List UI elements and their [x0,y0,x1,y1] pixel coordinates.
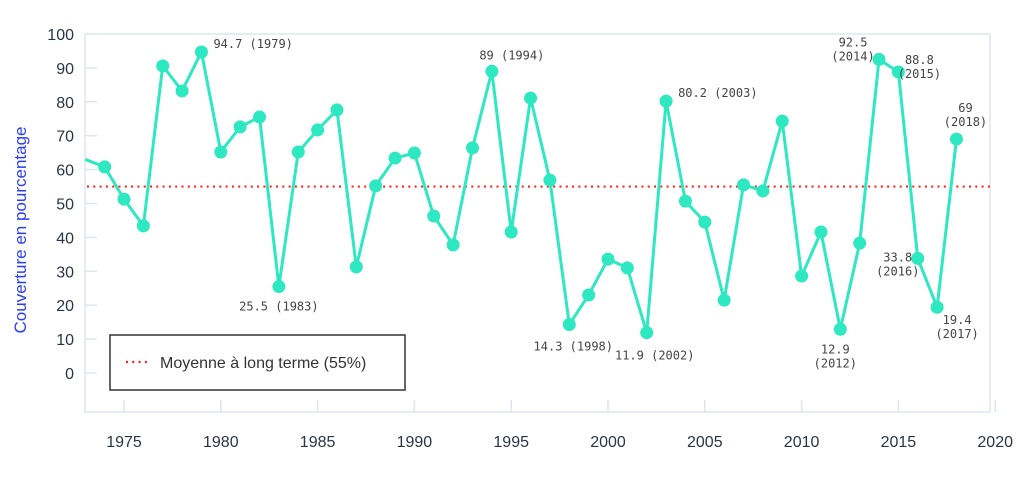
data-point [427,209,441,223]
x-tick-label: 2000 [590,434,626,451]
x-tick-label: 1990 [397,434,433,451]
data-point [775,114,789,128]
x-tick-label: 1985 [300,434,336,451]
data-point [717,293,731,307]
y-tick-label: 50 [56,197,74,214]
data-point [194,45,208,59]
data-point [737,178,751,192]
data-point [872,52,886,66]
data-point [233,120,247,134]
x-tick-label: 2020 [977,434,1013,451]
data-label: 80.2 (2003) [678,86,757,100]
data-label: 14.3 (1998) [534,340,613,354]
data-point [524,91,538,105]
data-point [136,219,150,233]
data-label: 11.9 (2002) [615,349,694,363]
data-point [349,260,363,274]
data-point [485,64,499,78]
data-point [678,194,692,208]
data-point [582,288,596,302]
y-axis-label: Couverture en pourcentage [11,127,30,334]
y-tick-label: 10 [56,332,74,349]
data-point [117,192,131,206]
y-tick-label: 80 [56,95,74,112]
data-point [311,123,325,137]
data-label: 33.8 [883,250,912,264]
data-label-year: (2016) [876,264,919,278]
data-label: 25.5 (1983) [239,300,318,314]
plot-frame [84,33,991,413]
data-point [562,318,576,332]
data-point [601,252,615,266]
data-point [833,322,847,336]
data-point [388,151,402,165]
data-point [640,326,654,340]
x-tick-label: 2015 [881,434,917,451]
data-point [446,238,460,252]
legend-label: Moyenne à long terme (55%) [160,355,366,372]
data-point [98,160,112,174]
y-tick-label: 90 [56,61,74,78]
data-label-year: (2017) [935,327,978,341]
data-point [330,103,344,117]
data-label: 88.8 [905,53,934,67]
y-tick-label: 0 [65,366,74,383]
data-point [814,225,828,239]
data-label: 94.7 (1979) [213,37,292,51]
data-point [291,145,305,159]
data-label: 89 (1994) [479,48,544,62]
data-point [911,251,925,265]
data-point [891,65,905,79]
data-point [659,94,673,108]
x-tick-label: 2005 [687,434,723,451]
data-point [253,110,267,124]
legend-box [109,334,406,391]
data-point [756,184,770,198]
data-label: 12.9 [821,342,850,356]
y-tick-label: 100 [47,27,74,44]
data-point [369,179,383,193]
y-tick-label: 20 [56,298,74,315]
data-point [930,300,944,314]
data-point [698,215,712,229]
data-label-year: (2018) [944,115,987,129]
y-tick-label: 40 [56,230,74,247]
data-point [175,84,189,98]
x-tick-label: 1980 [203,434,239,451]
data-point [156,59,170,73]
data-point [407,146,421,160]
data-point [504,225,518,239]
data-point [543,173,557,187]
data-point [272,280,286,294]
x-tick-label: 2010 [784,434,820,451]
y-tick-label: 30 [56,264,74,281]
data-label: 92.5 [839,35,868,49]
data-label-year: (2015) [898,67,941,81]
data-label: 69 [958,101,972,115]
data-point [620,261,634,275]
data-point [853,236,867,250]
legend: Moyenne à long terme (55%) [109,334,406,391]
x-tick-label: 1995 [493,434,529,451]
x-tick-label: 1975 [106,434,142,451]
data-point [949,132,963,146]
data-point [795,269,809,283]
data-label-year: (2012) [814,356,857,370]
data-label-year: (2014) [831,49,874,63]
y-tick-label: 60 [56,163,74,180]
data-point [214,145,228,159]
data-point [465,141,479,155]
series-line [84,50,958,335]
data-label: 19.4 [943,313,972,327]
y-tick-label: 70 [56,129,74,146]
